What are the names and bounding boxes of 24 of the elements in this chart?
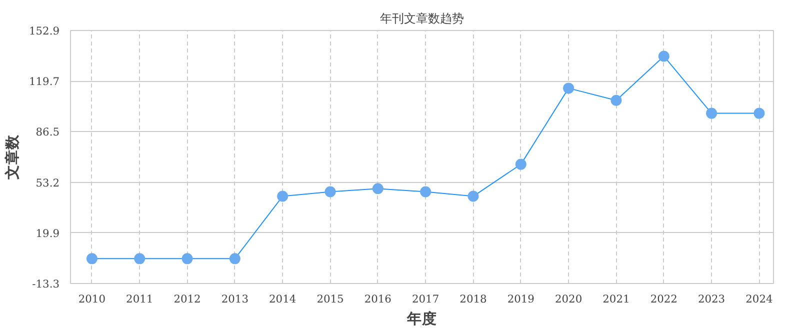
x-tick-label: 2015 xyxy=(316,292,344,306)
y-tick-label: 86.5 xyxy=(36,126,60,139)
x-tick-label: 2023 xyxy=(698,292,726,306)
y-tick-label: 152.9 xyxy=(28,24,60,38)
x-tick-label: 2011 xyxy=(126,292,154,306)
x-tick-label: 2020 xyxy=(555,292,582,306)
x-tick-label: 2021 xyxy=(602,292,630,306)
x-axis-title: 年度 xyxy=(406,310,437,328)
x-tick-label: 2010 xyxy=(78,292,106,306)
x-tick-label: 2016 xyxy=(364,292,392,306)
x-tick-label: 2017 xyxy=(412,292,440,306)
y-axis-title: 文章数 xyxy=(2,134,21,180)
chart-title: 年刊文章数趋势 xyxy=(380,12,464,26)
x-tick-label: 2024 xyxy=(746,292,773,306)
y-tick-label: 53.2 xyxy=(36,176,60,190)
y-tick-label: 19.9 xyxy=(36,226,60,240)
y-tick-label: 119.7 xyxy=(28,75,60,88)
x-tick-label: 2018 xyxy=(460,292,488,306)
x-tick-label: 2014 xyxy=(269,292,296,306)
x-tick-label: 2022 xyxy=(650,292,678,306)
x-tick-label: 2013 xyxy=(221,292,248,306)
y-tick-label: -13.3 xyxy=(32,278,60,290)
x-tick-label: 2012 xyxy=(174,292,201,306)
x-tick-label: 2019 xyxy=(507,292,535,306)
